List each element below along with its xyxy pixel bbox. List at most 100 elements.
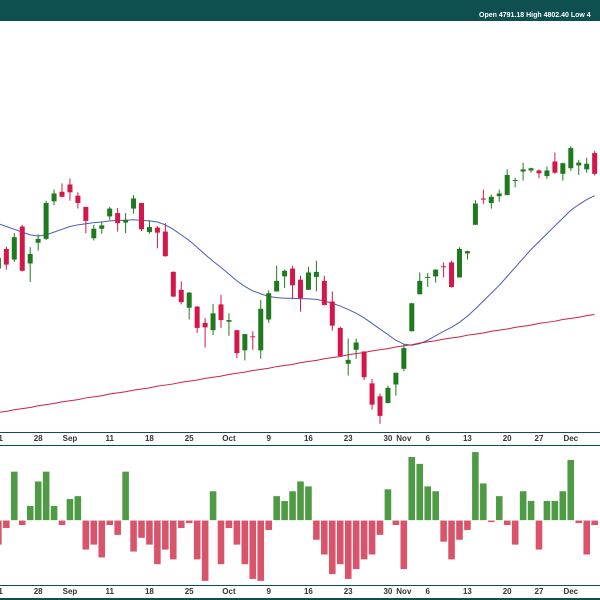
histogram-bar (2, 520, 11, 529)
candle-body (250, 336, 256, 338)
histogram-bar (559, 490, 567, 521)
candle-body (592, 153, 598, 174)
candle-body (178, 289, 184, 303)
histogram-bar (34, 481, 42, 521)
histogram-bar (424, 485, 432, 521)
candle-body (361, 351, 367, 378)
candle-body (107, 208, 113, 217)
histogram-bar (161, 520, 170, 550)
histogram-bar (328, 520, 336, 575)
candle-body (154, 227, 160, 233)
candle-body (202, 322, 208, 328)
histogram-bar (233, 520, 241, 546)
histogram-bar (145, 520, 154, 546)
plot: 21 21 28 28 Sep Sep 11 11 18 18 25 25 Oct Oct 9 9 16 16 23… (0, 146, 599, 596)
candle-body (560, 163, 566, 174)
histogram-bar (0, 520, 3, 546)
histogram-bar (479, 483, 488, 521)
candle-body (457, 248, 462, 278)
histogram-bar (177, 520, 185, 529)
candle-body (552, 161, 558, 173)
candle-body (409, 303, 415, 332)
candle-body (536, 170, 542, 174)
candle-body (35, 238, 41, 243)
histogram-bar (567, 459, 575, 521)
candle-body (83, 206, 89, 221)
candle-body (425, 276, 431, 278)
candle-body (194, 306, 200, 328)
x-tick-label: 6 (425, 434, 430, 443)
histogram-bar (535, 520, 543, 550)
candle-body (313, 271, 319, 277)
candle-body (266, 293, 272, 320)
x-tick-label: 16 (304, 434, 313, 443)
x-tick-label: 21 (0, 587, 3, 596)
histogram-bar (455, 520, 464, 541)
x-tick-label: 27 (535, 434, 544, 443)
candle-body (568, 148, 574, 169)
histogram-bar (590, 520, 599, 526)
histogram-bar (18, 520, 26, 526)
histogram-bar (471, 451, 480, 521)
header-quote: Open 4791.18 High 4802.40 Low 4 (479, 12, 591, 19)
histogram-bar (304, 485, 313, 521)
candle-body (528, 168, 534, 171)
x-tick-label: 11 (105, 434, 114, 443)
histogram-bar (66, 498, 74, 521)
candle-body (131, 198, 137, 209)
histogram-bar (408, 456, 416, 521)
histogram-bar (463, 520, 472, 531)
histogram-bar (169, 520, 178, 560)
candle-body (258, 308, 264, 351)
candle-body (99, 225, 105, 229)
candle-body (369, 383, 375, 405)
histogram-bar (137, 520, 146, 539)
candle-body (170, 271, 176, 297)
x-tick-label: 30 (383, 434, 392, 443)
histogram-bar (280, 500, 289, 521)
x-tick-label: 18 (145, 587, 154, 596)
candle-body (91, 228, 97, 239)
histogram-bar (312, 520, 321, 541)
candle-body (544, 170, 550, 177)
histogram-bar (98, 520, 106, 558)
x-tick-label: 25 (185, 434, 194, 443)
histogram-bar (201, 520, 209, 582)
candle-body (146, 227, 152, 233)
candle-body (576, 162, 582, 166)
histogram-bar (543, 500, 551, 521)
candle-body (11, 237, 17, 260)
candle-body (353, 342, 359, 350)
candle-body (305, 272, 311, 290)
candle-body (218, 304, 224, 321)
histogram-bar (113, 520, 122, 536)
candle-body (290, 268, 296, 286)
candle-body (186, 292, 192, 308)
histogram-bar (42, 471, 50, 521)
price-panel (0, 21, 600, 432)
x-tick-label: 13 (463, 434, 472, 443)
candle-body (51, 193, 57, 202)
histogram-bar (90, 520, 98, 546)
x-tick-label: 11 (105, 587, 114, 596)
histogram-bar (503, 520, 511, 526)
candle-body (19, 226, 25, 271)
histogram-bar (105, 520, 114, 526)
candle-body (464, 251, 470, 254)
histogram-bar (336, 520, 344, 565)
histogram-bar (185, 520, 193, 524)
histogram-bar (447, 520, 456, 560)
histogram-bar (241, 520, 249, 565)
x-tick-label: 25 (185, 587, 194, 596)
histogram-bar (392, 520, 400, 526)
histogram-bar (344, 520, 352, 580)
candle-body (584, 163, 590, 170)
candle-body (449, 262, 455, 288)
histogram-bar (376, 520, 384, 536)
histogram-bar (50, 505, 58, 521)
x-tick-label: 13 (463, 587, 472, 596)
x-tick-label: 18 (145, 434, 154, 443)
histogram-bar (583, 520, 591, 555)
histogram-bar (384, 488, 392, 521)
